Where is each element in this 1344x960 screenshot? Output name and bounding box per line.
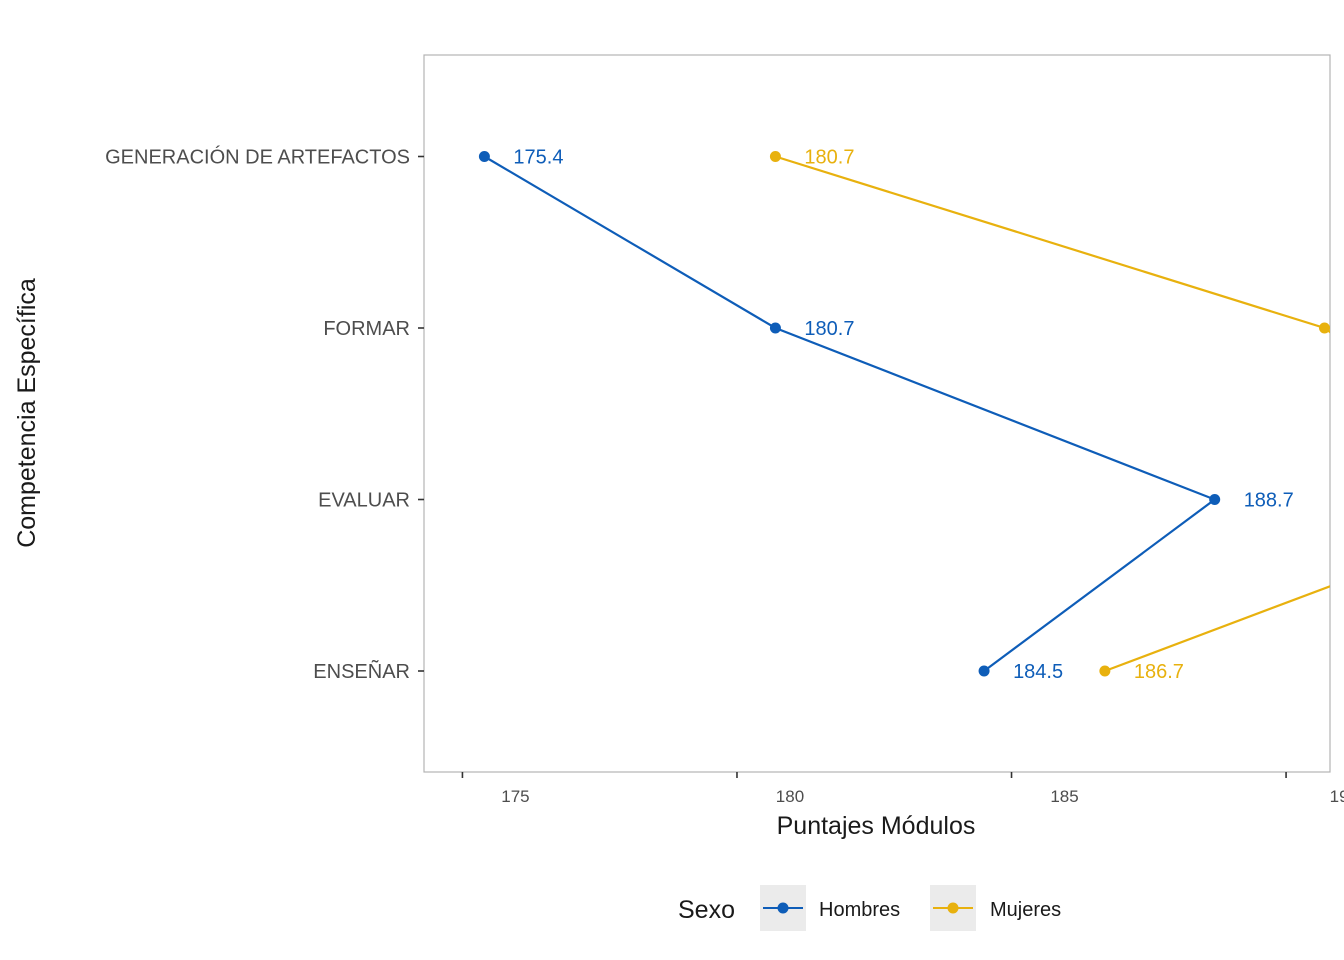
y-tick-label-generacion-de-artefactos: GENERACIÓN DE ARTEFACTOS [105,146,410,169]
data-point-mujeres [1099,665,1111,677]
data-label-hombres: 184.5 [1013,661,1063,683]
data-label-hombres: 188.7 [1244,490,1294,512]
data-point-mujeres [1319,322,1330,334]
x-tick-label: 185 [1050,787,1078,806]
data-label-layer: 175.4 180.7 188.7 184.5 180.7 186.7 [513,147,1293,684]
data-layer [478,151,1330,677]
y-axis: GENERACIÓN DE ARTEFACTOS FORMAR EVALUAR ENS… [105,146,424,683]
data-label-hombres: 175.4 [513,147,563,169]
y-axis-title: Competencia Específica [13,278,41,548]
data-label-mujeres: 180.7 [804,147,854,169]
y-tick-label-formar: FORMAR [323,318,410,340]
data-label-hombres: 180.7 [804,318,854,340]
y-tick-label-ensenar: ENSEÑAR [313,659,410,683]
x-axis-title: Puntajes Módulos [777,812,976,840]
legend-key-point-mujeres [947,902,959,914]
legend-title: Sexo [678,896,735,924]
data-point-mujeres [769,151,781,162]
x-tick-label: 175 [501,787,529,806]
data-point-hombres [978,665,990,677]
x-tick-label: 180 [776,787,804,806]
plot-panel [423,54,1331,773]
data-point-hombres [1209,494,1221,505]
data-label-mujeres: 186.7 [1134,661,1184,683]
legend-label-mujeres: Mujeres [990,899,1061,921]
y-tick-label-evaluar: EVALUAR [318,490,410,512]
x-tick-label: 19 [1330,787,1344,806]
legend-key-point-hombres [777,902,789,914]
legend: Sexo Hombres Mujeres [678,885,1061,931]
data-point-hombres [769,322,781,334]
x-axis: 175 180 185 19 [461,772,1344,806]
legend-label-hombres: Hombres [819,899,900,921]
series-line-hombres [483,155,1217,672]
series-line-mujeres [775,155,1330,673]
data-point-hombres [478,151,490,162]
